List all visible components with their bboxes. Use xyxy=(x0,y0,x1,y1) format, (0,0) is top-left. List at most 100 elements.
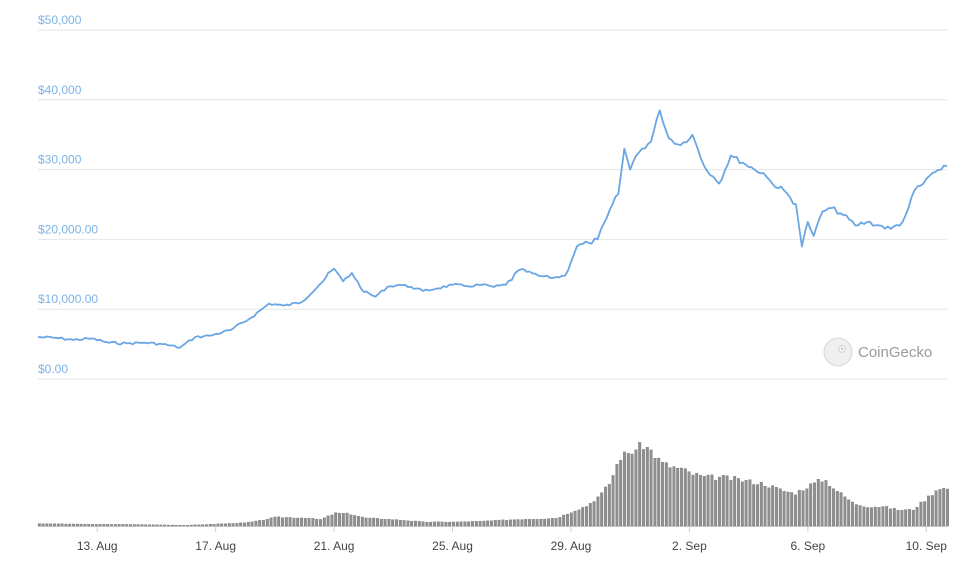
volume-bar xyxy=(186,525,189,527)
volume-bar xyxy=(455,521,459,527)
volume-bar xyxy=(429,521,433,527)
volume-bar xyxy=(459,521,463,527)
volume-bar xyxy=(91,524,94,527)
volume-bar xyxy=(782,491,786,527)
volume-bar xyxy=(566,513,569,527)
volume-bar xyxy=(345,512,349,527)
volume-bar xyxy=(75,523,79,527)
volume-bar xyxy=(531,519,535,527)
volume-bar xyxy=(892,508,896,527)
volume-bar xyxy=(497,519,501,527)
volume-bar xyxy=(163,524,167,527)
volume-bar xyxy=(421,521,425,527)
volume-bar xyxy=(881,506,885,527)
volume-bar xyxy=(733,476,737,527)
volume-bar xyxy=(376,518,379,527)
volume-bar xyxy=(132,524,136,527)
volume-bar xyxy=(372,517,376,527)
volume-bar xyxy=(425,521,429,527)
volume-bar xyxy=(767,487,771,527)
volume-bar xyxy=(436,521,440,527)
volume-bar xyxy=(778,488,782,527)
volume-bar xyxy=(243,522,246,527)
volume-bar xyxy=(680,467,683,527)
volume-bar xyxy=(588,503,592,527)
volume-bar xyxy=(273,516,277,527)
x-tick-label: 17. Aug xyxy=(195,539,236,553)
volume-bar xyxy=(805,488,809,527)
volume-bar xyxy=(87,524,91,527)
volume-bar xyxy=(79,523,83,527)
volume-bar xyxy=(729,480,733,527)
volume-bar xyxy=(368,517,372,527)
volume-bar xyxy=(562,514,566,527)
y-tick-label: $0.00 xyxy=(38,362,68,376)
volume-bar xyxy=(148,524,151,527)
y-tick-label: $50,000 xyxy=(38,13,82,27)
volume-bar xyxy=(862,506,866,527)
volume-bar xyxy=(896,510,900,527)
volume-bar xyxy=(406,520,410,527)
volume-bar xyxy=(452,521,455,527)
coingecko-watermark: CoinGecko xyxy=(823,337,932,367)
volume-bar xyxy=(414,520,417,527)
volume-bar xyxy=(322,517,326,527)
volume-bar xyxy=(547,518,550,527)
volume-bar xyxy=(155,524,159,527)
volume-bar xyxy=(121,524,125,527)
volume-bar xyxy=(512,519,516,527)
volume-bar xyxy=(379,518,383,527)
volume-bar xyxy=(828,486,832,527)
volume-bars xyxy=(37,442,949,527)
volume-bar xyxy=(296,517,300,527)
volume-bar xyxy=(585,506,588,527)
volume-bar xyxy=(281,517,284,527)
volume-bar xyxy=(258,520,262,527)
volume-bar xyxy=(129,524,132,527)
volume-bar xyxy=(664,462,668,527)
volume-bar xyxy=(170,524,174,527)
volume-bar xyxy=(752,484,756,527)
volume-bar xyxy=(41,523,45,527)
volume-bar xyxy=(687,471,691,527)
volume-bar xyxy=(813,482,816,527)
volume-bar xyxy=(239,522,243,527)
volume-bar xyxy=(117,524,121,527)
volume-bar xyxy=(364,517,368,527)
volume-bar xyxy=(246,522,250,527)
volume-bar xyxy=(520,519,524,527)
watermark-text: CoinGecko xyxy=(858,344,932,361)
volume-bar xyxy=(672,466,676,527)
volume-bar xyxy=(676,467,680,527)
volume-bar xyxy=(642,449,645,527)
volume-bar xyxy=(600,492,604,527)
volume-bar xyxy=(205,524,208,527)
y-tick-label: $20,000.00 xyxy=(38,222,98,236)
volume-bar xyxy=(478,520,482,527)
volume-bar xyxy=(702,476,706,527)
volume-bar xyxy=(284,517,288,527)
volume-bar xyxy=(136,524,140,527)
volume-bar xyxy=(402,520,406,527)
volume-bar xyxy=(626,453,630,527)
volume-bar xyxy=(493,520,497,527)
volume-bar xyxy=(847,499,851,527)
volume-bar xyxy=(824,480,828,527)
volume-bar xyxy=(942,488,946,527)
volume-bar xyxy=(463,521,467,527)
x-tick-label: 29. Aug xyxy=(551,539,592,553)
volume-bar xyxy=(174,524,178,527)
volume-bar xyxy=(930,495,934,527)
volume-bar xyxy=(634,449,638,527)
volume-bar xyxy=(505,520,509,527)
volume-bar xyxy=(360,516,364,527)
volume-bar xyxy=(535,519,539,527)
volume-bar xyxy=(224,523,227,527)
volume-bar xyxy=(151,524,155,527)
volume-bar xyxy=(98,524,102,527)
volume-bar xyxy=(539,518,543,527)
volume-bar xyxy=(72,523,75,527)
volume-bar xyxy=(448,521,452,527)
volume-bar xyxy=(383,519,387,527)
volume-bar xyxy=(231,523,235,527)
